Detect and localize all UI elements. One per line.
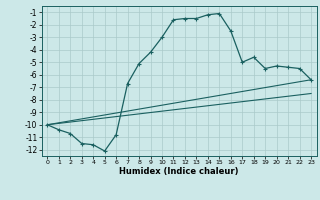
- X-axis label: Humidex (Indice chaleur): Humidex (Indice chaleur): [119, 167, 239, 176]
